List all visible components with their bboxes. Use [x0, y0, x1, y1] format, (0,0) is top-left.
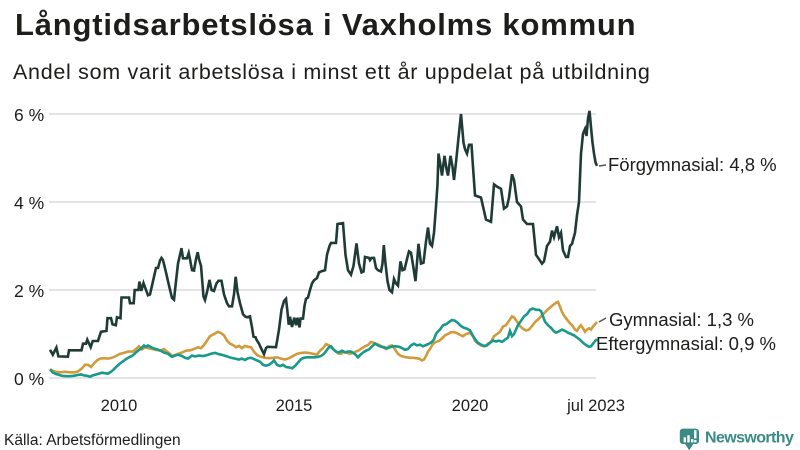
svg-text:Förgymnasial: 4,8 %: Förgymnasial: 4,8 % — [608, 154, 777, 175]
svg-text:4 %: 4 % — [14, 193, 44, 213]
svg-text:Källa: Arbetsförmedlingen: Källa: Arbetsförmedlingen — [4, 432, 181, 449]
svg-text:2010: 2010 — [101, 397, 138, 415]
svg-text:2020: 2020 — [452, 397, 489, 415]
svg-text:Newsworthy: Newsworthy — [705, 430, 794, 447]
svg-text:2015: 2015 — [276, 397, 313, 415]
svg-text:Eftergymnasial: 0,9 %: Eftergymnasial: 0,9 % — [596, 333, 776, 354]
svg-text:0 %: 0 % — [14, 369, 44, 389]
svg-text:Långtidsarbetslösa i Vaxholms: Långtidsarbetslösa i Vaxholms kommun — [15, 7, 636, 42]
svg-text:Andel som varit arbetslösa i m: Andel som varit arbetslösa i minst ett å… — [13, 60, 651, 84]
svg-text:2 %: 2 % — [14, 281, 44, 301]
svg-text:Gymnasial: 1,3 %: Gymnasial: 1,3 % — [609, 309, 754, 330]
svg-text:jul 2023: jul 2023 — [566, 397, 625, 415]
svg-text:6 %: 6 % — [14, 105, 44, 125]
